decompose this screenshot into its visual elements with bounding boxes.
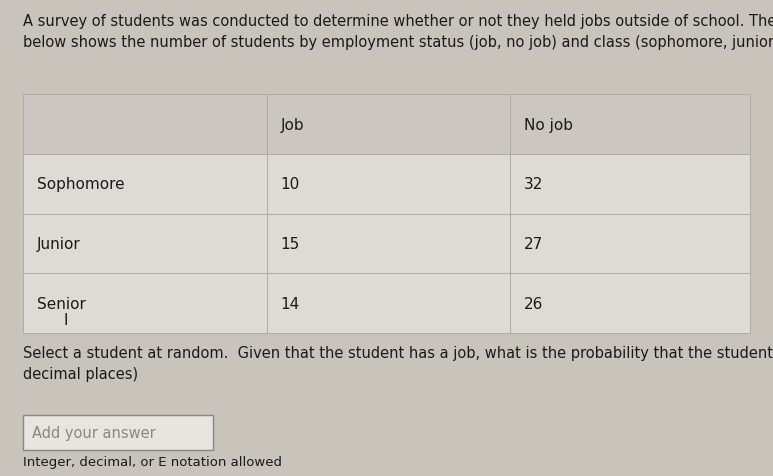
Text: No job: No job bbox=[524, 118, 573, 132]
Bar bbox=[510, 274, 750, 333]
Bar bbox=[267, 214, 510, 274]
Text: 26: 26 bbox=[524, 296, 543, 311]
Text: Senior: Senior bbox=[37, 296, 86, 311]
Bar bbox=[23, 274, 267, 333]
Text: Add your answer: Add your answer bbox=[32, 425, 156, 440]
Text: I: I bbox=[63, 313, 68, 327]
Text: 32: 32 bbox=[524, 177, 543, 192]
Text: 27: 27 bbox=[524, 237, 543, 251]
Text: Select a student at random.  Given that the student has a job, what is the proba: Select a student at random. Given that t… bbox=[23, 345, 773, 381]
Text: 10: 10 bbox=[281, 177, 300, 192]
Text: Sophomore: Sophomore bbox=[37, 177, 124, 192]
Text: 15: 15 bbox=[281, 237, 300, 251]
Text: Integer, decimal, or E notation allowed: Integer, decimal, or E notation allowed bbox=[23, 455, 282, 467]
Bar bbox=[510, 95, 750, 155]
Bar bbox=[267, 155, 510, 214]
Bar bbox=[510, 214, 750, 274]
Bar bbox=[267, 274, 510, 333]
Text: Junior: Junior bbox=[37, 237, 81, 251]
Bar bbox=[510, 155, 750, 214]
Text: Job: Job bbox=[281, 118, 304, 132]
Bar bbox=[23, 416, 213, 450]
Bar bbox=[23, 95, 267, 155]
Bar bbox=[23, 155, 267, 214]
Text: A survey of students was conducted to determine whether or not they held jobs ou: A survey of students was conducted to de… bbox=[23, 14, 773, 50]
Bar bbox=[267, 95, 510, 155]
Text: 14: 14 bbox=[281, 296, 300, 311]
Bar bbox=[23, 214, 267, 274]
